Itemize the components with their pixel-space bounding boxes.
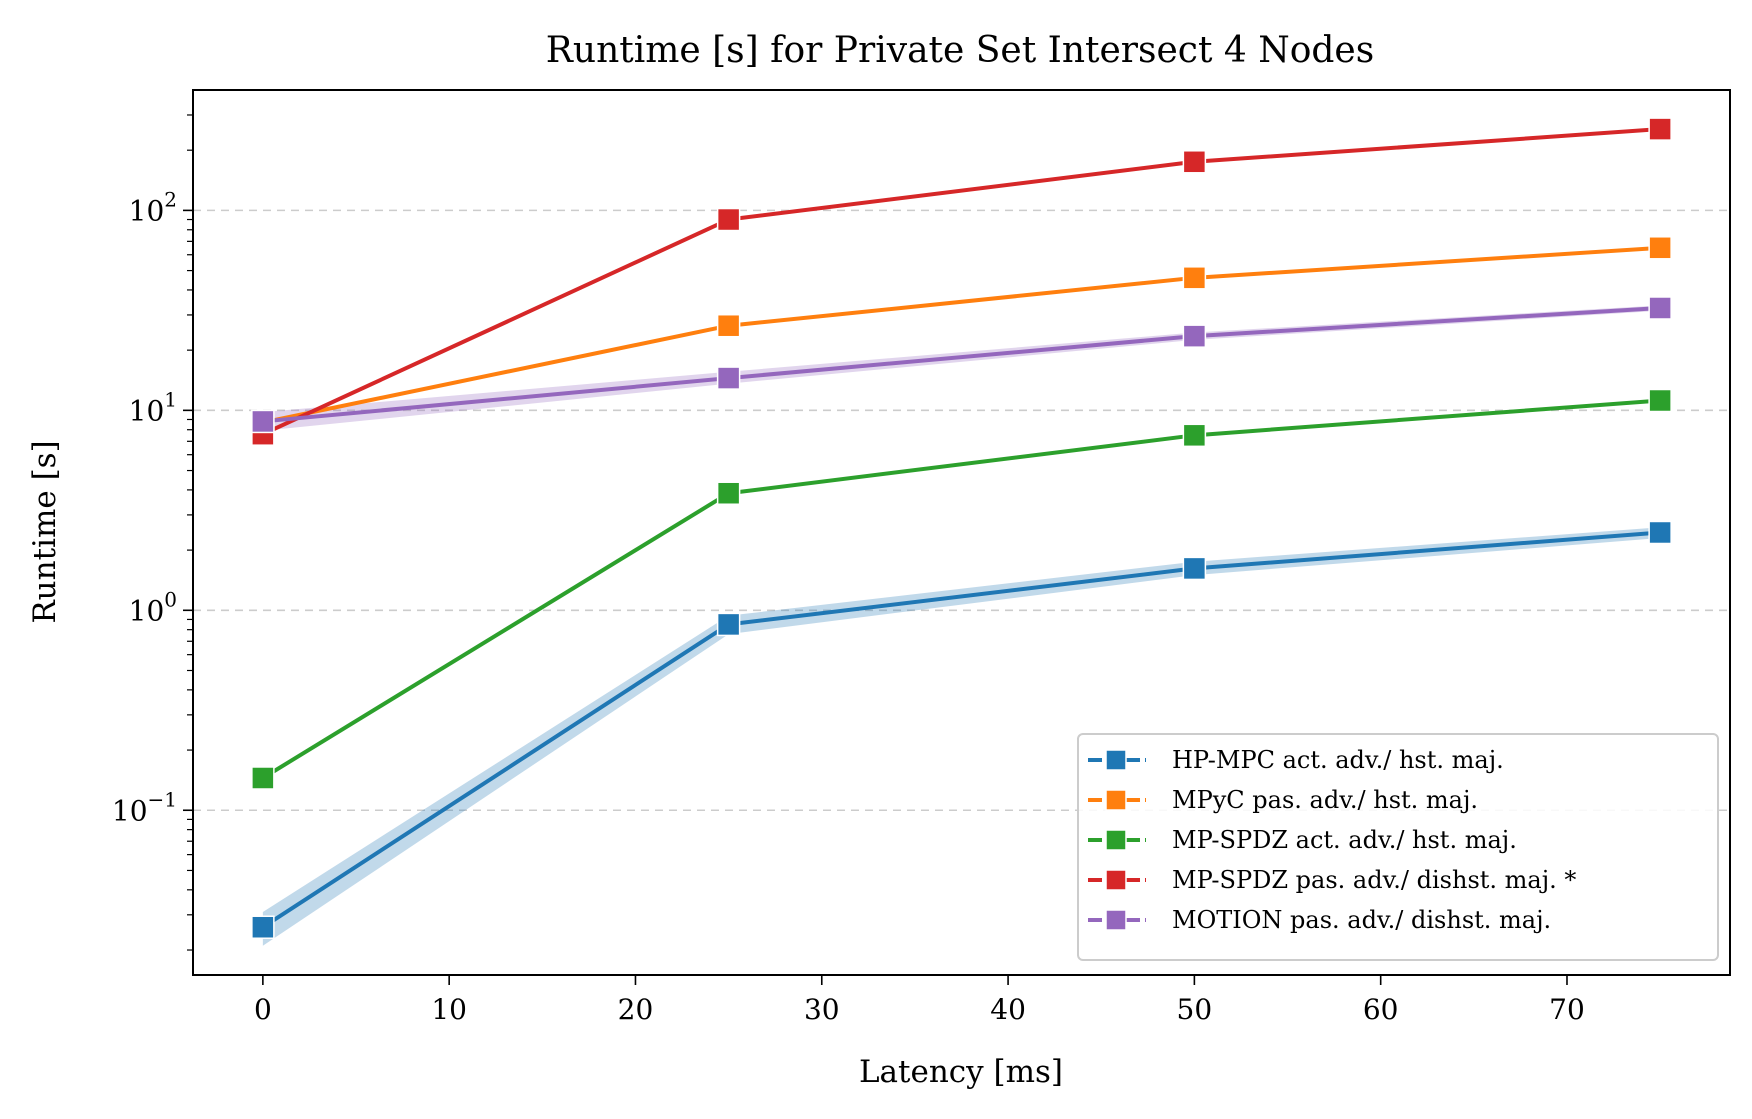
y-tick-label-exponent: 2 xyxy=(164,187,177,211)
legend-marker xyxy=(1105,789,1127,811)
series-markers xyxy=(251,117,1672,939)
chart-title: Runtime [s] for Private Set Intersect 4 … xyxy=(546,30,1374,71)
x-tick-label: 40 xyxy=(990,993,1026,1026)
data-point xyxy=(1648,236,1672,260)
data-point xyxy=(1648,296,1672,320)
y-tick-label-exponent: 1 xyxy=(164,387,177,411)
legend-label: HP-MPC act. adv./ hst. maj. xyxy=(1172,746,1504,774)
y-tick-label: 10−1 xyxy=(112,787,177,827)
legend-marker xyxy=(1105,749,1127,771)
x-tick-label: 50 xyxy=(1177,993,1213,1026)
data-point xyxy=(1182,266,1207,290)
x-tick-label: 60 xyxy=(1363,993,1399,1026)
data-point xyxy=(1182,556,1207,581)
legend-label: MOTION pas. adv./ dishst. maj. xyxy=(1172,906,1551,934)
series-line xyxy=(262,245,1661,425)
data-point xyxy=(1648,388,1672,413)
series-line xyxy=(261,398,1661,780)
series-lines xyxy=(261,127,1661,929)
data-point xyxy=(716,207,741,232)
x-tick-label: 10 xyxy=(431,993,467,1026)
plot-frame xyxy=(192,89,1731,976)
legend-label: MP-SPDZ act. adv./ hst. maj. xyxy=(1172,826,1517,854)
y-tick-label-exponent: 0 xyxy=(164,587,177,611)
legend: HP-MPC act. adv./ hst. maj. MPyC pas. adv… xyxy=(1077,733,1719,961)
x-tick-label: 70 xyxy=(1549,993,1585,1026)
confidence-band xyxy=(262,305,1661,431)
series-line xyxy=(262,305,1661,424)
data-point xyxy=(1182,150,1207,174)
data-point xyxy=(251,409,275,434)
data-point xyxy=(716,313,741,338)
data-point xyxy=(1182,324,1207,348)
data-point xyxy=(251,915,275,939)
data-point xyxy=(1648,117,1672,141)
data-point xyxy=(716,612,741,637)
legend-label: MP-SPDZ pas. adv./ dishst. maj. * xyxy=(1172,866,1576,894)
y-tick-label: 100 xyxy=(129,587,177,627)
legend-marker xyxy=(1105,869,1127,891)
x-axis-ticks: 0 10 20 30 40 50 60 70 xyxy=(254,975,1585,1026)
legend-marker xyxy=(1105,909,1127,931)
data-point xyxy=(716,366,741,390)
x-tick-label: 0 xyxy=(254,993,272,1026)
data-point xyxy=(1648,520,1672,545)
y-tick-label-base: 10 xyxy=(129,394,165,427)
x-axis-label: Latency [ms] xyxy=(859,1054,1063,1090)
legend-label: MPyC pas. adv./ hst. maj. xyxy=(1172,786,1478,814)
data-point xyxy=(1182,423,1207,448)
y-tick-label-base: 10 xyxy=(129,594,165,627)
data-point xyxy=(716,481,741,505)
legend-box xyxy=(1077,733,1719,961)
x-tick-label: 20 xyxy=(618,993,654,1026)
series-line xyxy=(262,127,1661,436)
x-tick-label: 30 xyxy=(804,993,840,1026)
data-point xyxy=(251,766,275,790)
y-tick-label: 102 xyxy=(129,187,177,227)
y-tick-label-exponent: −1 xyxy=(148,787,177,811)
confidence-band xyxy=(262,527,1661,946)
y-tick-label-base: 10 xyxy=(112,794,148,827)
y-tick-label: 101 xyxy=(129,387,177,427)
series-line xyxy=(261,530,1661,929)
y-tick-label-base: 10 xyxy=(129,194,165,227)
y-axis-label: Runtime [s] xyxy=(27,440,63,623)
legend-marker xyxy=(1105,829,1127,851)
